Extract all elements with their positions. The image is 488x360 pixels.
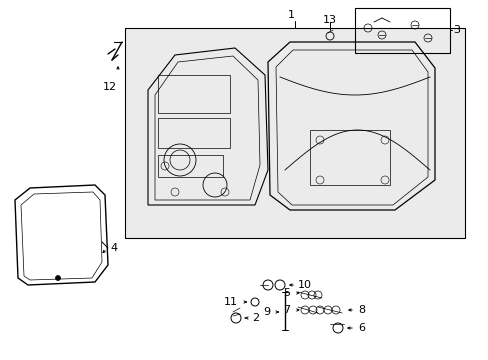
Bar xyxy=(158,118,229,148)
Text: 3: 3 xyxy=(452,25,459,35)
Bar xyxy=(125,28,464,238)
Circle shape xyxy=(55,275,61,280)
Bar xyxy=(158,75,229,113)
Text: 6: 6 xyxy=(357,323,364,333)
Text: 11: 11 xyxy=(224,297,238,307)
Bar xyxy=(354,8,449,53)
Text: 2: 2 xyxy=(251,313,259,323)
Text: 4: 4 xyxy=(110,243,117,253)
Text: 7: 7 xyxy=(282,305,289,315)
Text: 12: 12 xyxy=(103,82,117,92)
Text: 13: 13 xyxy=(323,15,336,25)
Bar xyxy=(309,130,389,185)
Bar xyxy=(158,155,223,177)
Text: 5: 5 xyxy=(283,288,289,298)
Text: 9: 9 xyxy=(263,307,269,317)
Text: 10: 10 xyxy=(297,280,311,290)
Text: 8: 8 xyxy=(357,305,365,315)
Text: 1: 1 xyxy=(287,10,294,20)
